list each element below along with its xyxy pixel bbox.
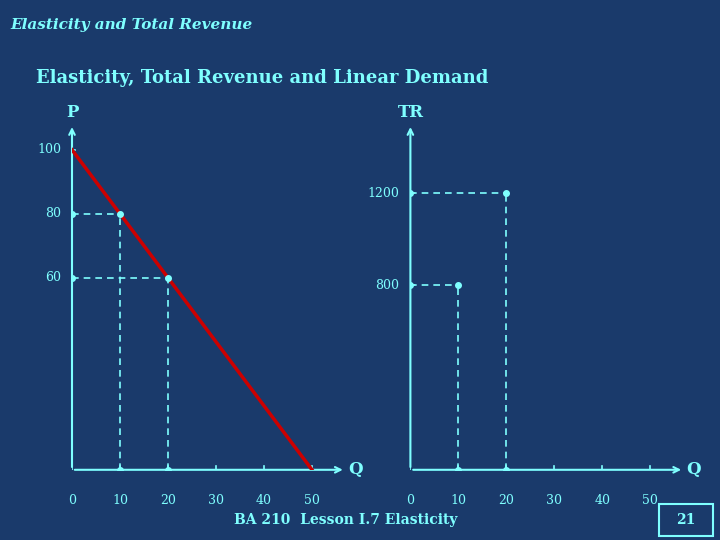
Text: Q: Q — [348, 461, 363, 478]
Text: 20: 20 — [160, 494, 176, 507]
Text: 50: 50 — [304, 494, 320, 507]
Text: 20: 20 — [498, 494, 514, 507]
Text: 60: 60 — [45, 271, 61, 284]
Text: Elasticity, Total Revenue and Linear Demand: Elasticity, Total Revenue and Linear Dem… — [36, 69, 488, 87]
Text: 80: 80 — [45, 207, 61, 220]
Text: 800: 800 — [375, 279, 400, 292]
Text: 40: 40 — [595, 494, 611, 507]
Text: 0: 0 — [406, 494, 415, 507]
Text: 100: 100 — [37, 143, 61, 156]
Text: P: P — [66, 104, 78, 121]
Text: 50: 50 — [642, 494, 658, 507]
Text: Elasticity and Total Revenue: Elasticity and Total Revenue — [11, 18, 253, 32]
Text: 0: 0 — [68, 494, 76, 507]
Text: Q: Q — [687, 461, 701, 478]
Text: 40: 40 — [256, 494, 272, 507]
Text: 30: 30 — [546, 494, 562, 507]
Text: 30: 30 — [208, 494, 224, 507]
Text: TR: TR — [397, 104, 423, 121]
Text: 10: 10 — [112, 494, 128, 507]
Text: BA 210  Lesson I.7 Elasticity: BA 210 Lesson I.7 Elasticity — [234, 513, 457, 526]
Text: 1200: 1200 — [368, 187, 400, 200]
Bar — [659, 503, 713, 536]
Text: 10: 10 — [451, 494, 467, 507]
Text: 21: 21 — [676, 513, 695, 526]
